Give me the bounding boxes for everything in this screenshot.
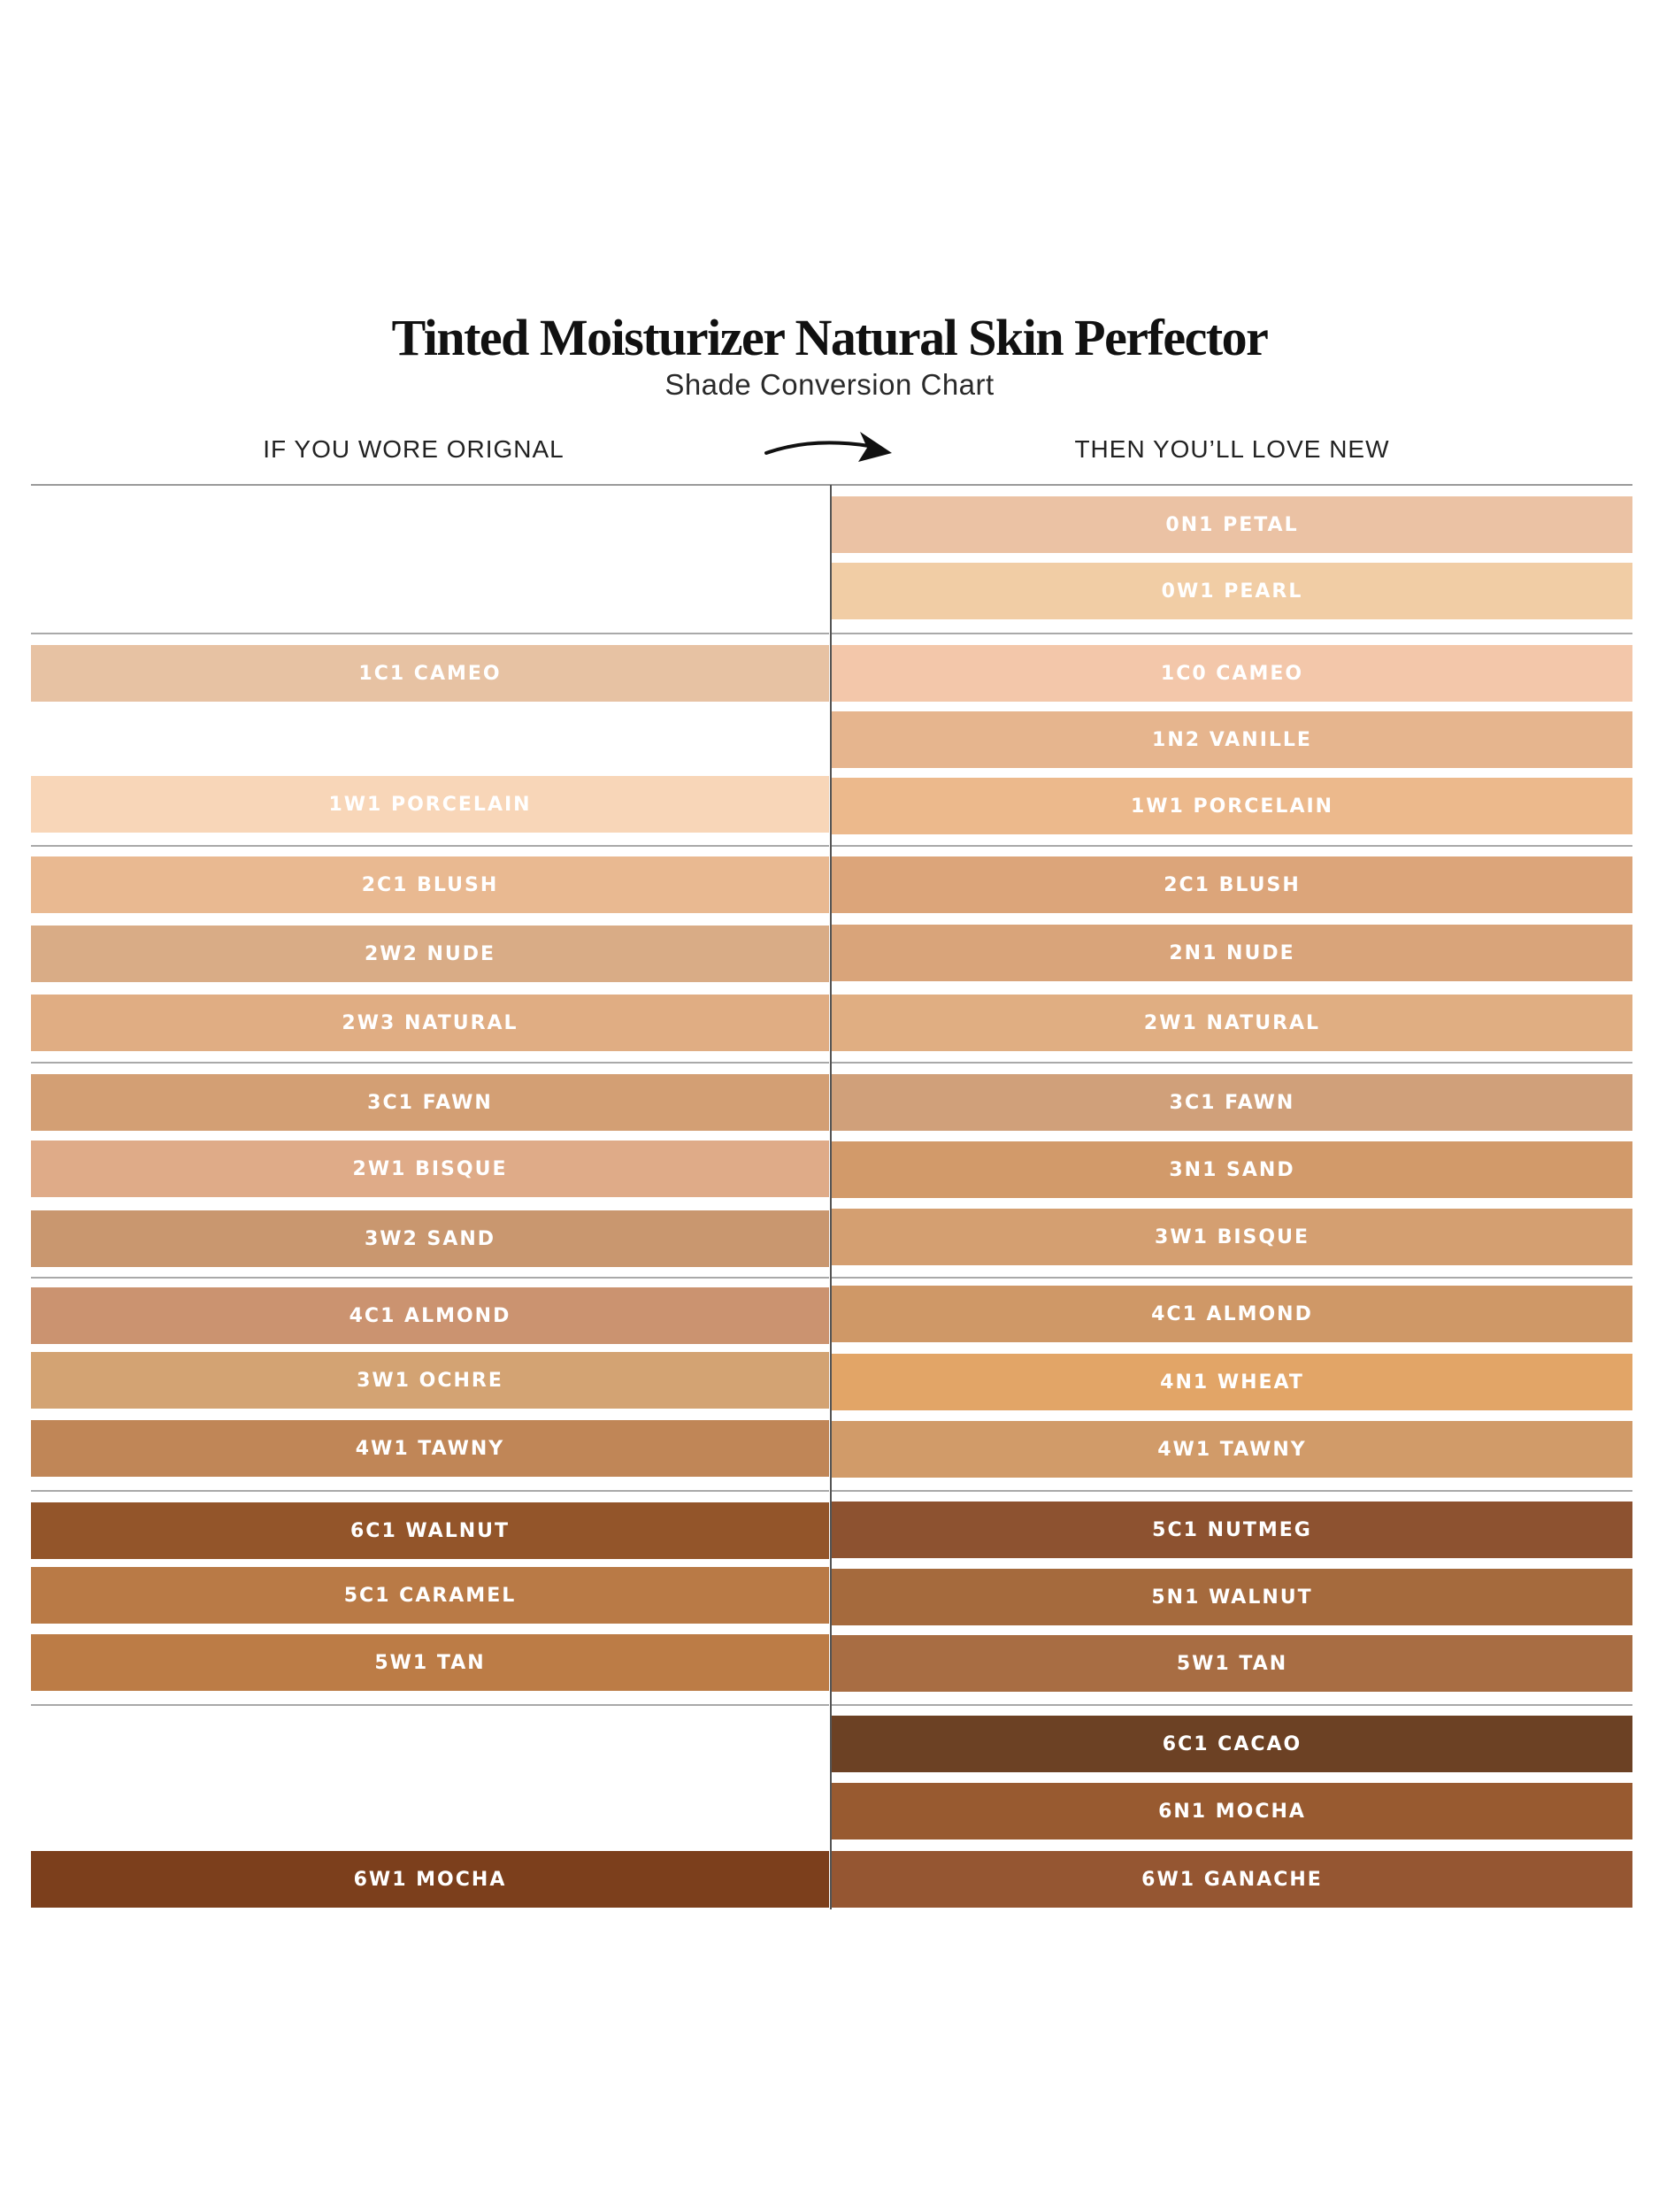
original-shade-swatch: 2W2 NUDE xyxy=(31,926,829,982)
shade-label: 4C1 ALMOND xyxy=(1151,1302,1313,1325)
new-shade-swatch: 1C0 CAMEO xyxy=(832,645,1632,702)
shade-label: 3W1 BISQUE xyxy=(1155,1225,1310,1248)
original-shade-swatch: 3C1 FAWN xyxy=(31,1074,829,1131)
new-shade-swatch: 1N2 VANILLE xyxy=(832,711,1632,768)
shade-label: 2C1 BLUSH xyxy=(361,873,499,896)
shade-label: 3N1 SAND xyxy=(1169,1158,1295,1181)
shade-label: 1N2 VANILLE xyxy=(1152,728,1312,751)
chart-subtitle: Shade Conversion Chart xyxy=(664,368,995,401)
shade-label: 5C1 NUTMEG xyxy=(1152,1518,1312,1541)
shade-label: 5N1 WALNUT xyxy=(1151,1586,1313,1609)
shade-label: 2C1 BLUSH xyxy=(1164,873,1301,896)
original-shade-swatch: 2W1 BISQUE xyxy=(31,1141,829,1197)
original-shade-swatch: 2W3 NATURAL xyxy=(31,995,829,1051)
new-shade-swatch: 6C1 CACAO xyxy=(832,1716,1632,1772)
group-separator xyxy=(31,845,829,847)
shade-label: 0N1 PETAL xyxy=(1165,513,1299,536)
original-shade-swatch: 3W2 SAND xyxy=(31,1210,829,1267)
new-shade-swatch: 4N1 WHEAT xyxy=(832,1354,1632,1410)
group-separator xyxy=(31,1062,829,1064)
shade-label: 2W1 NATURAL xyxy=(1143,1011,1321,1034)
shade-label: 5W1 TAN xyxy=(1176,1652,1288,1675)
group-separator xyxy=(832,845,1632,847)
new-shade-swatch: 2W1 NATURAL xyxy=(832,995,1632,1051)
shade-label: 3C1 FAWN xyxy=(1169,1091,1295,1114)
group-separator xyxy=(832,633,1632,634)
shade-label: 2N1 NUDE xyxy=(1169,941,1295,964)
new-shade-swatch: 5N1 WALNUT xyxy=(832,1569,1632,1625)
new-shade-swatch: 3C1 FAWN xyxy=(832,1074,1632,1131)
chart-title: Tinted Moisturizer Natural Skin Perfecto… xyxy=(391,309,1269,366)
new-shade-swatch: 0N1 PETAL xyxy=(832,496,1632,553)
curved-arrow-right-icon xyxy=(764,432,892,462)
shade-label: 5C1 CARAMEL xyxy=(343,1584,517,1607)
original-column-heading: IF YOU WORE ORIGNAL xyxy=(263,435,565,463)
shade-label: 0W1 PEARL xyxy=(1161,580,1303,603)
new-shade-swatch: 2N1 NUDE xyxy=(832,925,1632,981)
new-shade-swatch: 3W1 BISQUE xyxy=(832,1209,1632,1265)
new-shade-swatch: 2C1 BLUSH xyxy=(832,856,1632,913)
shade-label: 6C1 WALNUT xyxy=(349,1519,511,1542)
shade-label: 4C1 ALMOND xyxy=(349,1304,511,1327)
shade-label: 4N1 WHEAT xyxy=(1160,1371,1304,1394)
original-shade-swatch: 1C1 CAMEO xyxy=(31,645,829,702)
shade-label: 3C1 FAWN xyxy=(367,1091,493,1114)
header-divider xyxy=(31,484,1632,486)
group-separator xyxy=(31,1277,829,1279)
new-column-heading: THEN YOU’LL LOVE NEW xyxy=(1074,435,1390,463)
original-shade-swatch: 5C1 CARAMEL xyxy=(31,1567,829,1624)
new-shade-swatch: 5W1 TAN xyxy=(832,1635,1632,1692)
original-shade-swatch: 1W1 PORCELAIN xyxy=(31,776,829,833)
new-shade-swatch: 0W1 PEARL xyxy=(832,563,1632,619)
shade-label: 2W1 BISQUE xyxy=(352,1157,508,1180)
column-divider xyxy=(830,485,832,1909)
shade-label: 1C0 CAMEO xyxy=(1160,662,1304,685)
shade-label: 4W1 TAWNY xyxy=(355,1437,505,1460)
new-shade-swatch: 3N1 SAND xyxy=(832,1141,1632,1198)
shade-label: 6N1 MOCHA xyxy=(1158,1800,1306,1823)
shade-label: 6C1 CACAO xyxy=(1162,1732,1302,1755)
shade-label: 2W3 NATURAL xyxy=(342,1011,518,1034)
shade-label: 6W1 GANACHE xyxy=(1141,1868,1323,1891)
group-separator xyxy=(832,1062,1632,1064)
shade-label: 1C1 CAMEO xyxy=(358,662,502,685)
group-separator xyxy=(31,1490,829,1492)
group-separator xyxy=(31,1704,829,1706)
original-shade-swatch: 4C1 ALMOND xyxy=(31,1287,829,1344)
new-shade-swatch: 1W1 PORCELAIN xyxy=(832,778,1632,834)
shade-label: 1W1 PORCELAIN xyxy=(1130,795,1334,818)
shade-label: 5W1 TAN xyxy=(374,1651,486,1674)
shade-label: 3W1 OCHRE xyxy=(357,1369,503,1392)
original-shade-swatch: 3W1 OCHRE xyxy=(31,1352,829,1409)
new-shade-swatch: 4C1 ALMOND xyxy=(832,1286,1632,1342)
original-shade-swatch: 5W1 TAN xyxy=(31,1634,829,1691)
new-shade-swatch: 5C1 NUTMEG xyxy=(832,1502,1632,1558)
group-separator xyxy=(832,1704,1632,1706)
shade-label: 1W1 PORCELAIN xyxy=(328,793,532,816)
group-separator xyxy=(832,1277,1632,1279)
new-shade-swatch: 6N1 MOCHA xyxy=(832,1783,1632,1839)
original-shade-swatch: 6C1 WALNUT xyxy=(31,1502,829,1559)
shade-label: 4W1 TAWNY xyxy=(1157,1438,1307,1461)
group-separator xyxy=(832,1490,1632,1492)
original-shade-swatch: 6W1 MOCHA xyxy=(31,1851,829,1908)
new-shade-swatch: 4W1 TAWNY xyxy=(832,1421,1632,1478)
group-separator xyxy=(31,633,829,634)
shade-label: 2W2 NUDE xyxy=(364,942,496,965)
shade-label: 3W2 SAND xyxy=(364,1227,496,1250)
original-shade-swatch: 4W1 TAWNY xyxy=(31,1420,829,1477)
new-shade-swatch: 6W1 GANACHE xyxy=(832,1851,1632,1908)
original-shade-swatch: 2C1 BLUSH xyxy=(31,856,829,913)
shade-label: 6W1 MOCHA xyxy=(353,1868,507,1891)
